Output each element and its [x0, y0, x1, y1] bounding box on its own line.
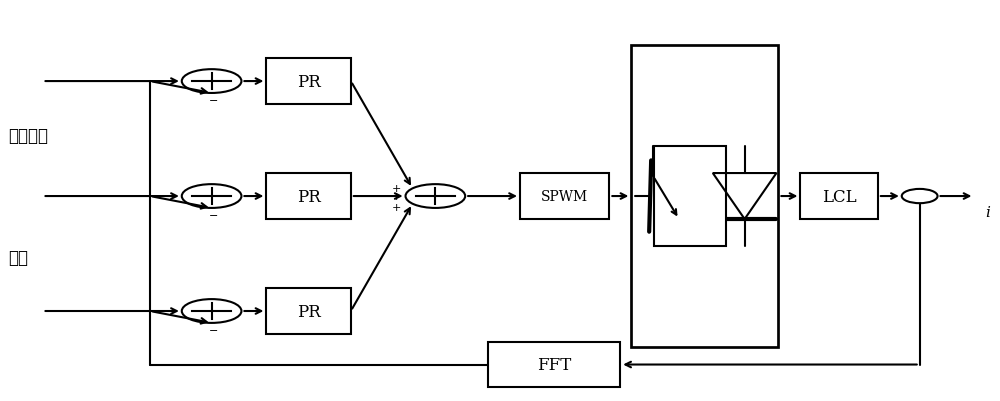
Text: −: −: [208, 325, 218, 335]
Text: FFT: FFT: [537, 356, 571, 373]
Text: 高阶谐波: 高阶谐波: [8, 126, 48, 144]
Text: PR: PR: [297, 303, 320, 320]
Bar: [266, 288, 351, 334]
Bar: [266, 59, 351, 105]
Text: PR: PR: [297, 188, 320, 205]
Text: i: i: [985, 205, 990, 219]
Circle shape: [182, 185, 241, 209]
Text: −: −: [208, 95, 218, 105]
Circle shape: [406, 185, 465, 209]
Circle shape: [902, 189, 938, 204]
Bar: [631, 46, 778, 347]
Bar: [488, 342, 620, 387]
Text: LCL: LCL: [822, 188, 856, 205]
Text: PR: PR: [297, 73, 320, 90]
Text: +: +: [392, 202, 401, 212]
Text: +: +: [392, 183, 401, 193]
Circle shape: [182, 300, 241, 323]
Circle shape: [182, 70, 241, 94]
Text: SPWM: SPWM: [541, 190, 588, 204]
Text: −: −: [208, 210, 218, 220]
Bar: [520, 174, 609, 219]
Bar: [654, 147, 726, 246]
Text: +: +: [392, 192, 401, 202]
Text: 基波: 基波: [8, 249, 28, 267]
Bar: [266, 174, 351, 219]
Bar: [800, 174, 878, 219]
